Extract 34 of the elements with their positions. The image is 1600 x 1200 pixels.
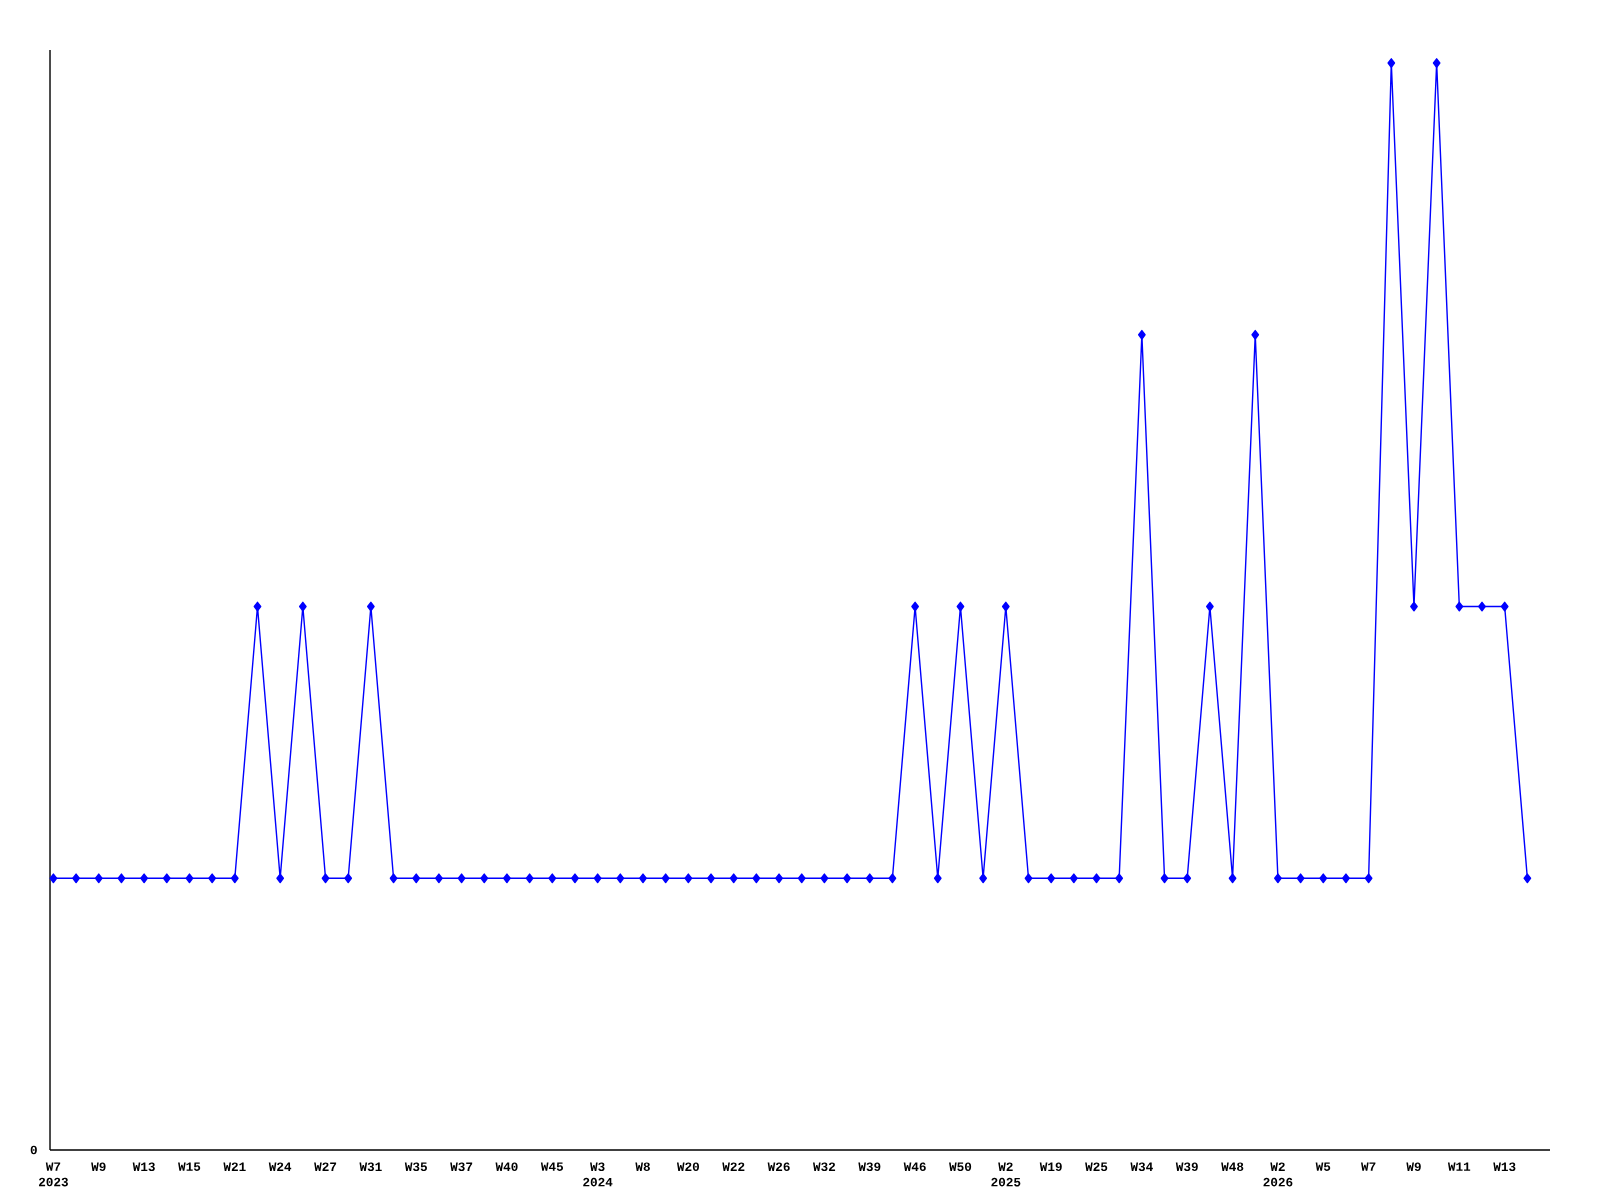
x-tick-label: W25 bbox=[1085, 1162, 1108, 1172]
x-tick-label: W27 bbox=[314, 1162, 337, 1171]
x-tick-label: W34 bbox=[1130, 1162, 1153, 1172]
x-tick-label: W39 bbox=[1175, 1162, 1198, 1172]
x-tick-label: W5 bbox=[1315, 1162, 1331, 1171]
x-tick-label: W7 2023 bbox=[38, 1162, 68, 1187]
text: 0 bbox=[30, 1145, 37, 1155]
x-tick-label: W8 bbox=[635, 1162, 650, 1172]
x-tick-label: W39 bbox=[858, 1162, 881, 1172]
x-tick-label: W24 bbox=[268, 1162, 292, 1171]
x-tick-label: W19 bbox=[1039, 1162, 1062, 1172]
x-tick-label: W45 bbox=[540, 1162, 564, 1171]
x-tick-label: W13 bbox=[132, 1162, 155, 1172]
x-tick-label: W2 2026 bbox=[1263, 1162, 1293, 1187]
x-tick-label: W21 bbox=[223, 1162, 246, 1171]
x-tick-label: W11 bbox=[1447, 1162, 1471, 1171]
x-tick-label: W15 bbox=[178, 1162, 201, 1171]
x-tick-label: W7 bbox=[1361, 1162, 1376, 1171]
x-tick-label: W9 bbox=[91, 1162, 106, 1172]
x-tick-label: W48 bbox=[1221, 1162, 1244, 1172]
x-tick-label: W31 bbox=[359, 1162, 382, 1172]
x-tick-label: W37 bbox=[450, 1162, 473, 1172]
x-tick-label: W46 bbox=[903, 1162, 926, 1172]
x-tick-label: W9 bbox=[1406, 1162, 1421, 1172]
x-tick-label: W40 bbox=[495, 1162, 518, 1172]
x-tick-label: W2 2025 bbox=[991, 1162, 1021, 1187]
x-tick-label: W50 bbox=[949, 1162, 972, 1172]
x-tick-label: W22 bbox=[722, 1162, 745, 1171]
x-tick-label: W26 bbox=[767, 1162, 790, 1172]
x-tick-label: W32 bbox=[813, 1162, 836, 1172]
x-tick-label: W3 2024 bbox=[583, 1162, 613, 1187]
x-tick-label: W20 bbox=[676, 1162, 700, 1172]
x-tick-label: W13 bbox=[1493, 1162, 1516, 1172]
x-tick-label: W35 bbox=[404, 1162, 427, 1172]
